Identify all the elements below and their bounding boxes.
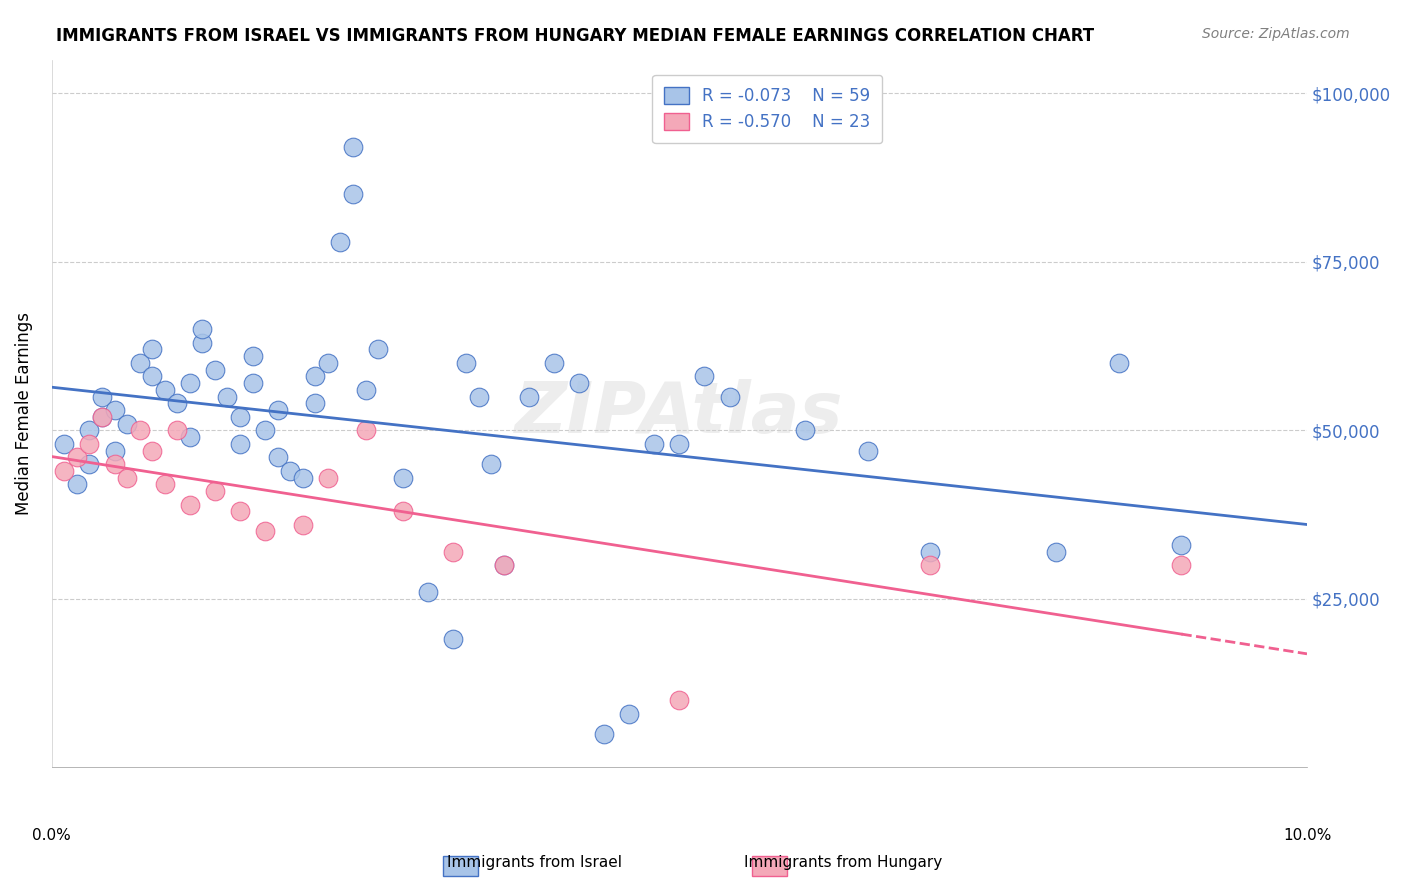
Point xyxy=(1108,356,1130,370)
Point xyxy=(793,423,815,437)
Point xyxy=(128,423,150,437)
Point xyxy=(517,390,540,404)
Text: 0.0%: 0.0% xyxy=(32,828,72,843)
Y-axis label: Median Female Earnings: Median Female Earnings xyxy=(15,312,32,515)
Point xyxy=(166,423,188,437)
Point xyxy=(204,484,226,499)
Point xyxy=(204,362,226,376)
Point xyxy=(568,376,591,391)
Point xyxy=(1045,545,1067,559)
Point xyxy=(354,423,377,437)
Point xyxy=(229,437,252,451)
Text: 10.0%: 10.0% xyxy=(1282,828,1331,843)
Point xyxy=(153,383,176,397)
Point xyxy=(392,470,415,484)
Text: Immigrants from Hungary: Immigrants from Hungary xyxy=(744,855,943,870)
Point xyxy=(242,376,264,391)
Point xyxy=(254,423,277,437)
Point xyxy=(79,437,101,451)
Point xyxy=(316,470,339,484)
Point xyxy=(267,403,290,417)
Point xyxy=(115,470,138,484)
Point xyxy=(179,430,201,444)
Point xyxy=(593,727,616,741)
Point xyxy=(153,477,176,491)
Point xyxy=(367,343,389,357)
Point xyxy=(467,390,489,404)
Point xyxy=(91,409,114,424)
Point xyxy=(329,235,352,249)
Point xyxy=(115,417,138,431)
Point xyxy=(1170,558,1192,573)
Point xyxy=(668,437,690,451)
Bar xyxy=(752,856,787,876)
Point xyxy=(492,558,515,573)
Point xyxy=(441,545,464,559)
Point xyxy=(441,632,464,647)
Point xyxy=(856,443,879,458)
Point xyxy=(278,464,301,478)
Point xyxy=(103,457,125,471)
Point xyxy=(479,457,502,471)
Point xyxy=(217,390,239,404)
Point xyxy=(492,558,515,573)
Point xyxy=(79,457,101,471)
Point xyxy=(718,390,741,404)
Point xyxy=(1170,538,1192,552)
Point xyxy=(543,356,565,370)
Point xyxy=(79,423,101,437)
Point xyxy=(920,545,942,559)
Point xyxy=(291,470,314,484)
Point xyxy=(304,369,326,384)
Text: ZIPAtlas: ZIPAtlas xyxy=(515,379,844,448)
Point xyxy=(103,443,125,458)
Point xyxy=(316,356,339,370)
Point xyxy=(668,693,690,707)
Point xyxy=(920,558,942,573)
Text: Source: ZipAtlas.com: Source: ZipAtlas.com xyxy=(1202,27,1350,41)
Point xyxy=(617,706,640,721)
Point xyxy=(354,383,377,397)
Point xyxy=(141,443,163,458)
Point xyxy=(141,343,163,357)
Point xyxy=(66,450,89,465)
Point xyxy=(291,517,314,532)
Point xyxy=(53,464,76,478)
Point xyxy=(342,187,364,202)
Text: Immigrants from Israel: Immigrants from Israel xyxy=(447,855,621,870)
Point xyxy=(643,437,665,451)
Point xyxy=(342,140,364,154)
Point xyxy=(53,437,76,451)
Point xyxy=(91,390,114,404)
Point xyxy=(693,369,716,384)
Point xyxy=(179,376,201,391)
Point xyxy=(304,396,326,410)
Point xyxy=(179,498,201,512)
Point xyxy=(229,409,252,424)
Text: IMMIGRANTS FROM ISRAEL VS IMMIGRANTS FROM HUNGARY MEDIAN FEMALE EARNINGS CORRELA: IMMIGRANTS FROM ISRAEL VS IMMIGRANTS FRO… xyxy=(56,27,1094,45)
Point xyxy=(267,450,290,465)
Bar xyxy=(443,856,478,876)
Point xyxy=(242,349,264,363)
Point xyxy=(141,369,163,384)
Point xyxy=(191,322,214,336)
Legend: R = -0.073    N = 59, R = -0.570    N = 23: R = -0.073 N = 59, R = -0.570 N = 23 xyxy=(652,75,882,143)
Point xyxy=(392,504,415,518)
Point xyxy=(191,335,214,350)
Point xyxy=(128,356,150,370)
Point xyxy=(229,504,252,518)
Point xyxy=(254,524,277,539)
Point xyxy=(166,396,188,410)
Point xyxy=(418,585,440,599)
Point xyxy=(66,477,89,491)
Point xyxy=(91,409,114,424)
Point xyxy=(103,403,125,417)
Point xyxy=(454,356,477,370)
